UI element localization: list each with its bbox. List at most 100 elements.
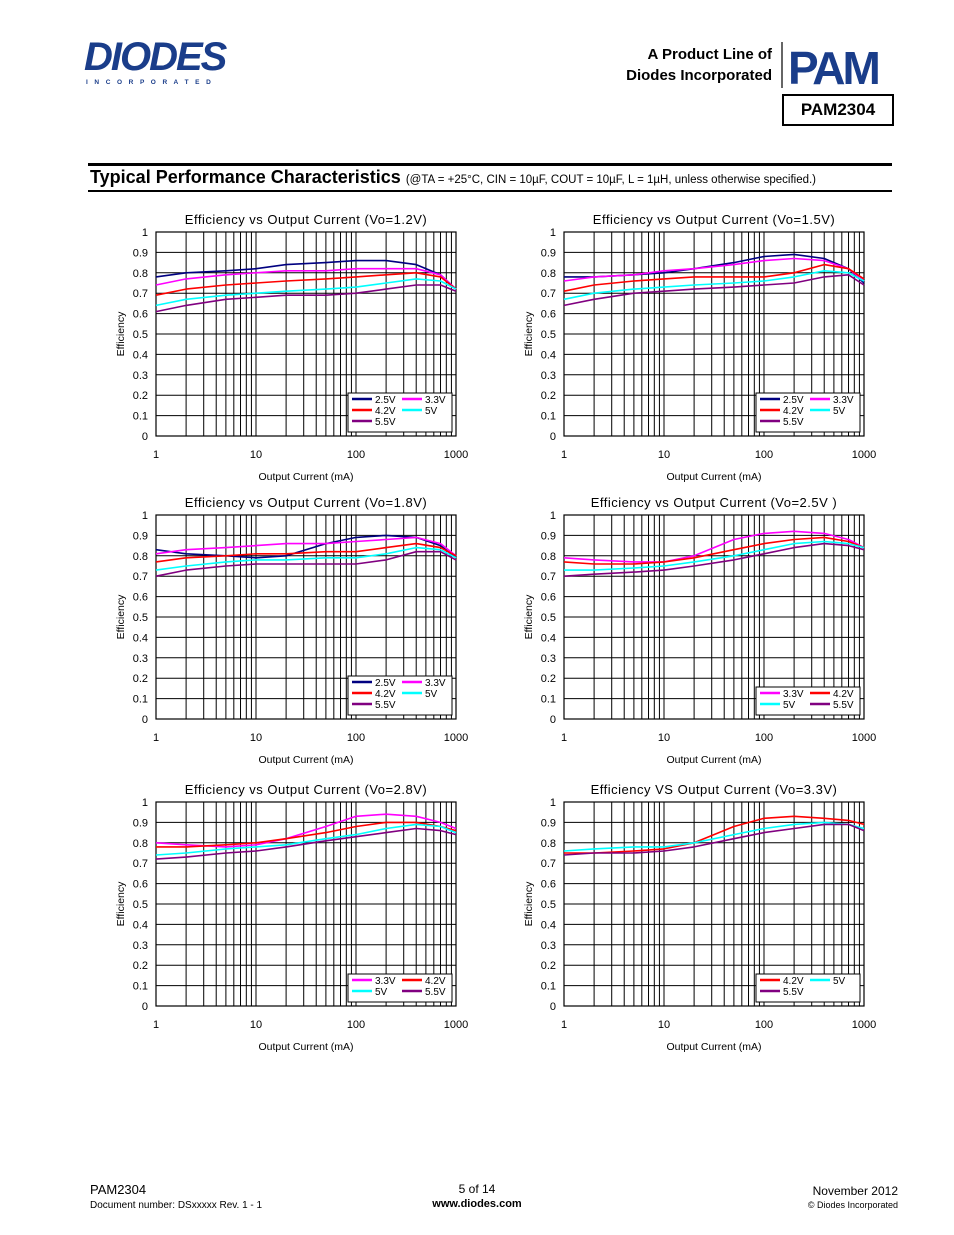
y-tick-label: 0.1 xyxy=(541,694,556,706)
series-line-5v xyxy=(563,269,865,301)
legend-label-4-2v: 4.2V xyxy=(425,976,446,987)
footer-doc-number: Document number: DSxxxxx Rev. 1 - 1 xyxy=(90,1200,263,1211)
y-tick-label: 0.1 xyxy=(133,694,148,706)
x-tick-label: 1 xyxy=(561,732,567,744)
section-title: Typical Performance Characteristics (@TA… xyxy=(90,167,816,188)
y-tick-label: 0.5 xyxy=(541,612,556,624)
legend-label-5v: 5V xyxy=(783,700,796,711)
series-line-5-5v xyxy=(155,550,457,577)
y-tick-label: 1 xyxy=(550,227,556,239)
chart-title: Efficiency vs Output Current (Vo=1.8V) xyxy=(185,495,427,510)
legend-label-4-2v: 4.2V xyxy=(833,689,854,700)
legend-box xyxy=(347,973,453,1003)
series-line-3-3v xyxy=(563,530,865,563)
chart-efficiency-vo-2-5v: Efficiency vs Output Current (Vo=2.5V ) 0… xyxy=(518,493,888,778)
x-tick-label: 1000 xyxy=(444,449,468,461)
y-tick-label: 0.3 xyxy=(133,940,148,952)
series-line-5v xyxy=(563,821,865,852)
y-axis-label: Efficiency xyxy=(115,594,127,639)
footer-website[interactable]: www.diodes.com xyxy=(432,1198,522,1210)
plot-frame xyxy=(155,231,457,437)
chart-svg-5: Efficiency vs Output Current (Vo=2.8V) 0 0… xyxy=(115,782,468,1053)
x-tick-label: 1 xyxy=(153,449,159,461)
series-line-5-5v xyxy=(155,284,457,313)
y-tick-label: 0.5 xyxy=(133,899,148,911)
x-axis-label: Output Current (mA) xyxy=(666,1041,761,1053)
series-line-5-5v xyxy=(563,542,865,577)
x-tick-label: 100 xyxy=(755,449,773,461)
y-tick-label: 0.9 xyxy=(541,817,556,829)
y-tick-label: 0.9 xyxy=(541,530,556,542)
y-tick-label: 1 xyxy=(550,510,556,522)
section-conditions: (@TA = +25°C, CIN = 10µF, COUT = 10µF, L… xyxy=(405,174,817,186)
y-tick-label: 0.8 xyxy=(541,838,556,850)
series-line-5v xyxy=(564,540,865,571)
legend-label-3-3v: 3.3V xyxy=(375,976,396,987)
footer-left: PAM2304 Document number: DSxxxxx Rev. 1 … xyxy=(90,1182,262,1214)
chart-efficiency-vo-3-3v: Efficiency VS Output Current (Vo=3.3V) 0 0… xyxy=(518,780,888,1065)
y-tick-label: 0.6 xyxy=(541,879,556,891)
y-tick-label: 0.3 xyxy=(541,370,556,382)
y-tick-label: 0.3 xyxy=(133,370,148,382)
chart-title: Efficiency vs Output Current (Vo=1.5V) xyxy=(593,212,835,227)
legend-label-4-2v: 4.2V xyxy=(783,976,804,987)
y-tick-label: 0.2 xyxy=(133,960,148,972)
x-tick-label: 1000 xyxy=(852,1019,876,1031)
x-tick-label: 1 xyxy=(561,449,567,461)
y-tick-label: 1 xyxy=(142,510,148,522)
legend-label-5-5v: 5.5V xyxy=(425,987,446,998)
series-line-4-2v xyxy=(155,542,457,563)
x-tick-label: 1000 xyxy=(852,449,876,461)
series-line-3-3v xyxy=(155,267,457,290)
x-tick-label: 1 xyxy=(153,1019,159,1031)
series-line-4-2v xyxy=(156,821,457,848)
y-tick-label: 0.2 xyxy=(541,673,556,685)
series-line-2-5v xyxy=(155,534,457,559)
x-tick-label: 100 xyxy=(755,1019,773,1031)
y-tick-label: 0.7 xyxy=(133,571,148,583)
y-tick-label: 0.6 xyxy=(541,592,556,604)
y-tick-label: 0.7 xyxy=(133,858,148,870)
x-axis-label: Output Current (mA) xyxy=(258,754,353,766)
legend-label-4-2v: 4.2V xyxy=(375,406,396,417)
y-tick-label: 0.2 xyxy=(541,390,556,402)
legend-label-2-5v: 2.5V xyxy=(375,395,396,406)
legend-label-3-3v: 3.3V xyxy=(833,395,854,406)
y-tick-label: 1 xyxy=(142,227,148,239)
chart-svg-4: Efficiency vs Output Current (Vo=2.5V ) 0… xyxy=(523,495,876,766)
legend-label-5v: 5V xyxy=(833,406,846,417)
x-tick-label: 10 xyxy=(658,1019,670,1031)
y-tick-label: 0.7 xyxy=(541,288,556,300)
x-tick-label: 100 xyxy=(755,732,773,744)
y-tick-label: 0.3 xyxy=(541,940,556,952)
product-line-text: A Product Line of Diodes Incorporated xyxy=(626,44,772,86)
y-tick-label: 0.6 xyxy=(133,592,148,604)
chart-svg-1: Efficiency vs Output Current (Vo=1.2V) 0 0… xyxy=(115,212,468,483)
y-tick-label: 0.8 xyxy=(133,838,148,850)
series-line-3-3v xyxy=(563,257,865,282)
y-axis-label: Efficiency xyxy=(523,311,535,356)
y-tick-label: 0.8 xyxy=(133,551,148,563)
y-axis-label: Efficiency xyxy=(523,594,535,639)
y-tick-label: 0.4 xyxy=(133,632,148,644)
y-tick-label: 0.9 xyxy=(133,530,148,542)
x-tick-label: 100 xyxy=(347,732,365,744)
legend-box xyxy=(755,973,861,1003)
plot-frame xyxy=(155,801,457,1007)
series-line-5v xyxy=(155,546,457,571)
y-tick-label: 0.4 xyxy=(541,349,556,361)
legend-label-4-2v: 4.2V xyxy=(783,406,804,417)
chart-title: Efficiency vs Output Current (Vo=1.2V) xyxy=(185,212,427,227)
series-line-4-2v xyxy=(564,815,865,854)
y-tick-label: 0.4 xyxy=(133,919,148,931)
footer-date: November 2012 xyxy=(812,1184,898,1198)
y-tick-label: 0.2 xyxy=(541,960,556,972)
legend-label-2-5v: 2.5V xyxy=(375,678,396,689)
series-line-5v xyxy=(155,278,457,307)
y-tick-label: 0.5 xyxy=(541,899,556,911)
chart-efficiency-vo-1-5v: Efficiency vs Output Current (Vo=1.5V) 0 0… xyxy=(518,210,888,495)
series-line-5-5v xyxy=(563,274,865,307)
chart-efficiency-vo-1-2v: Efficiency vs Output Current (Vo=1.2V) 0 0… xyxy=(110,210,480,495)
y-tick-label: 0.6 xyxy=(133,879,148,891)
x-tick-label: 10 xyxy=(658,732,670,744)
